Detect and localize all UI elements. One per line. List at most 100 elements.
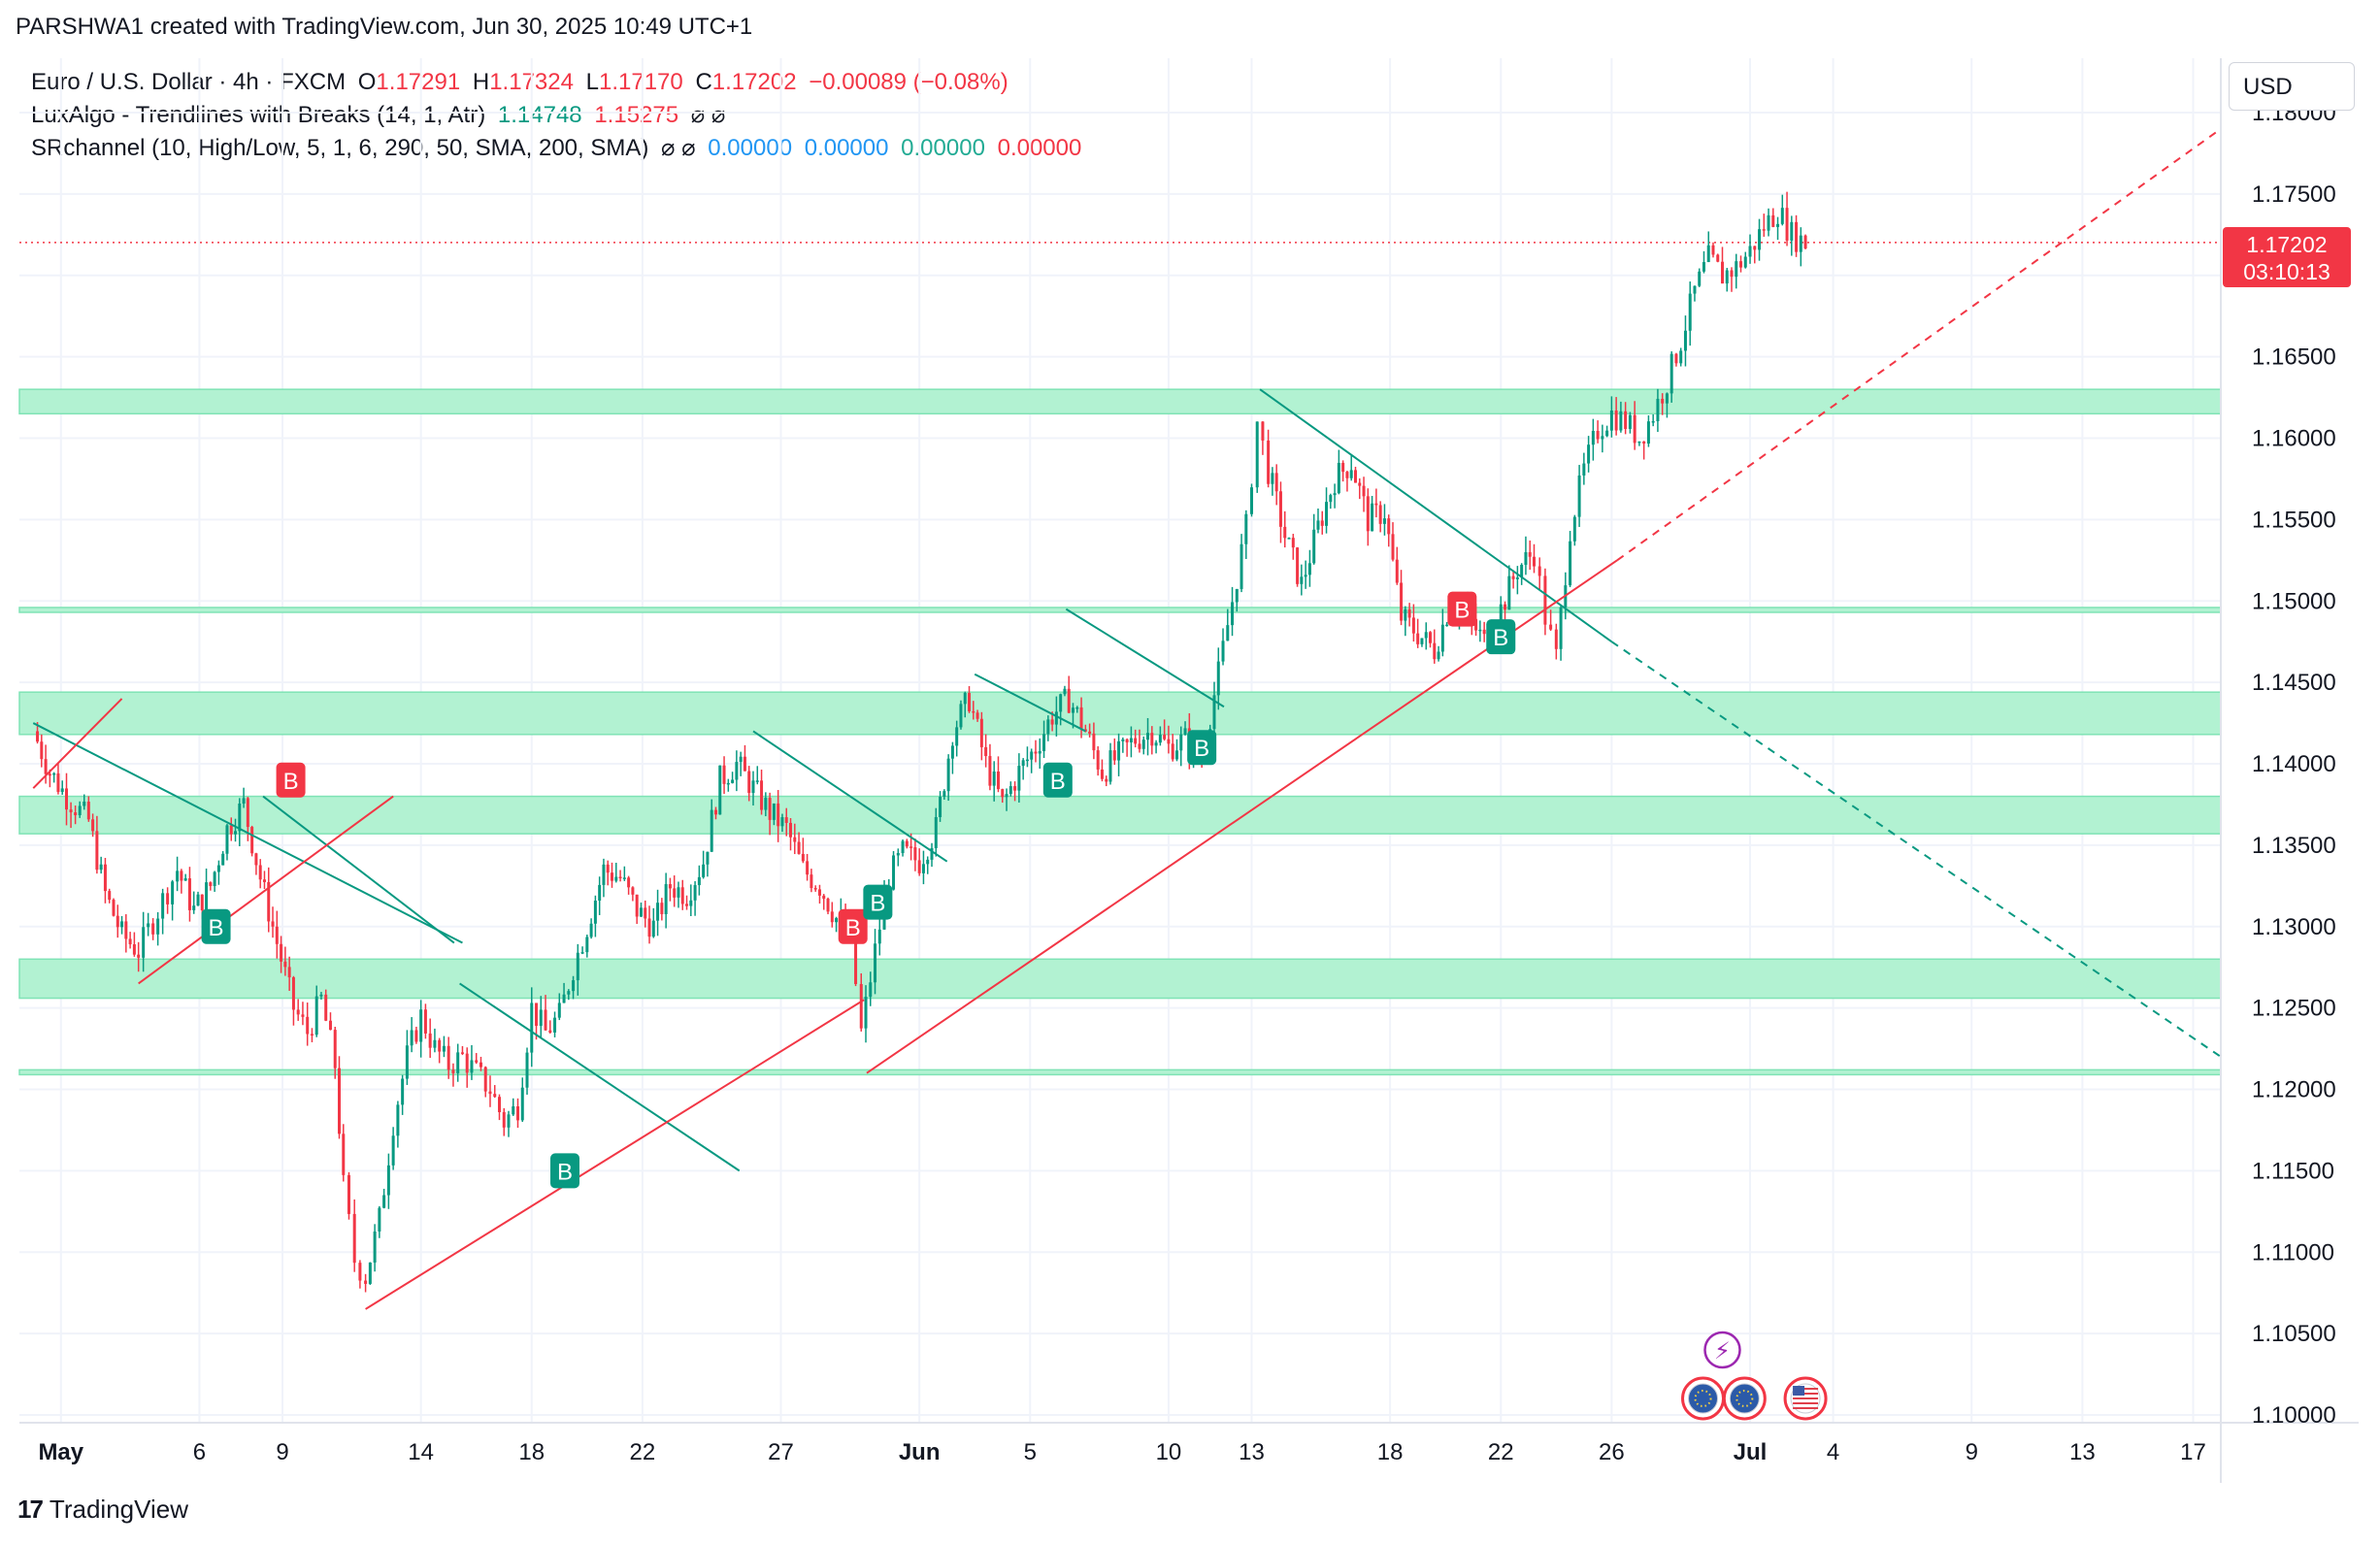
price-axis-label: 1.17500 bbox=[2252, 181, 2336, 208]
candle-body bbox=[813, 888, 817, 890]
time-axis-label: 9 bbox=[1966, 1439, 1978, 1465]
candle-body bbox=[874, 943, 877, 983]
candle-body bbox=[1679, 350, 1683, 364]
candle-body bbox=[909, 846, 913, 848]
candle-body bbox=[438, 1039, 442, 1052]
candle-body bbox=[930, 847, 934, 860]
candle-body bbox=[319, 994, 323, 997]
candle-body bbox=[520, 1087, 524, 1121]
candle-body bbox=[382, 1195, 386, 1208]
time-axis-label: 6 bbox=[193, 1439, 206, 1465]
legend-row-srchannel[interactable]: SRchannel (10, High/Low, 5, 1, 6, 290, 5… bbox=[31, 132, 1087, 165]
candle-body bbox=[622, 877, 626, 879]
candle-body bbox=[777, 803, 780, 827]
candle-body bbox=[996, 771, 1000, 790]
low-value: 1.17170 bbox=[599, 69, 683, 95]
legend-row-luxalgo[interactable]: LuxAlgo - Trendlines with Breaks (14, 1,… bbox=[31, 99, 1087, 132]
candle-body bbox=[1411, 617, 1415, 634]
candle-body bbox=[401, 1078, 405, 1105]
candle-body bbox=[74, 812, 78, 816]
price-axis-label: 1.15500 bbox=[2252, 507, 2336, 533]
candle-body bbox=[205, 882, 209, 911]
srchannel-indicator-name[interactable]: SRchannel (10, High/Low, 5, 1, 6, 290, 5… bbox=[31, 135, 649, 161]
candle-body bbox=[1150, 733, 1154, 746]
signal-badge bbox=[1486, 619, 1516, 655]
candle-body bbox=[1433, 642, 1437, 660]
candle-body bbox=[1785, 208, 1789, 241]
price-axis-label: 1.12000 bbox=[2252, 1077, 2336, 1103]
symbol-name[interactable]: Euro / U.S. Dollar · 4h · FXCM bbox=[31, 69, 347, 95]
candle-body bbox=[1596, 430, 1600, 440]
candle-body bbox=[972, 710, 975, 713]
candle-body bbox=[460, 1052, 464, 1054]
candle-body bbox=[333, 1030, 337, 1068]
price-axis-label: 1.15000 bbox=[2252, 588, 2336, 614]
candle-body bbox=[280, 943, 283, 962]
candle-body bbox=[1255, 421, 1259, 488]
candle-body bbox=[116, 915, 119, 928]
candle-body bbox=[83, 802, 86, 806]
candle-body bbox=[864, 997, 868, 1029]
luxalgo-indicator-name[interactable]: LuxAlgo - Trendlines with Breaks (14, 1,… bbox=[31, 102, 486, 128]
candle-body bbox=[576, 952, 579, 981]
candle-body bbox=[1163, 735, 1167, 740]
candle-body bbox=[1646, 421, 1650, 444]
candle-body bbox=[1067, 688, 1071, 713]
candle-body bbox=[739, 756, 743, 763]
tradingview-logo[interactable]: 17 TradingView bbox=[17, 1495, 188, 1525]
candle-body bbox=[735, 762, 739, 780]
change-value: −0.00089 (−0.08%) bbox=[809, 69, 1008, 95]
candle-body bbox=[913, 847, 917, 861]
candle-body bbox=[1167, 739, 1171, 744]
candle-body bbox=[213, 871, 216, 886]
candle-body bbox=[955, 727, 959, 746]
price-axis-label: 1.11000 bbox=[2252, 1239, 2334, 1266]
candle-body bbox=[755, 780, 759, 782]
candle-body bbox=[1771, 214, 1775, 227]
candle-body bbox=[132, 944, 136, 955]
candle-body bbox=[553, 1017, 557, 1033]
candle-body bbox=[1146, 733, 1150, 740]
candle-body bbox=[747, 771, 751, 794]
candle-body bbox=[544, 1009, 547, 1031]
us-flag-event-icon bbox=[1783, 1376, 1828, 1421]
candle-body bbox=[1092, 733, 1096, 751]
candle-body bbox=[1250, 487, 1254, 514]
candle-body bbox=[743, 756, 746, 772]
candle-body bbox=[1341, 462, 1345, 473]
candle-body bbox=[651, 920, 655, 937]
candle-body bbox=[793, 837, 797, 842]
candle-body bbox=[1404, 608, 1407, 621]
candle-body bbox=[1320, 520, 1324, 526]
candle-body bbox=[1038, 750, 1041, 754]
candle-body bbox=[1437, 651, 1440, 660]
candle-body bbox=[151, 923, 155, 935]
candle-body bbox=[1656, 398, 1660, 422]
candle-body bbox=[238, 804, 242, 832]
signal-label: B bbox=[1194, 736, 1209, 762]
tradingview-logo-text: TradingView bbox=[49, 1495, 188, 1524]
candle-body bbox=[479, 1062, 482, 1068]
last-price-tag: 1.17202 03:10:13 bbox=[2223, 227, 2351, 287]
flag-canton bbox=[1793, 1386, 1805, 1396]
candle-body bbox=[1008, 786, 1012, 795]
candle-body bbox=[147, 923, 150, 928]
signal-badge bbox=[201, 908, 231, 944]
candle-body bbox=[611, 872, 614, 881]
candle-body bbox=[1337, 462, 1340, 494]
candle-body bbox=[414, 1030, 418, 1042]
candle-body bbox=[433, 1039, 437, 1048]
currency-selector[interactable]: USD bbox=[2229, 62, 2355, 111]
flag-disc bbox=[1688, 1383, 1719, 1414]
sr-zone bbox=[18, 958, 2222, 1000]
candle-body bbox=[1661, 398, 1665, 404]
price-axis-label: 1.10500 bbox=[2252, 1321, 2336, 1347]
candle-body bbox=[1075, 707, 1079, 709]
candle-body bbox=[664, 884, 668, 914]
candle-body bbox=[1642, 441, 1646, 444]
candle-body bbox=[810, 874, 813, 889]
candle-body bbox=[419, 1009, 423, 1042]
candle-body bbox=[606, 864, 610, 873]
candle-body bbox=[1674, 353, 1678, 364]
